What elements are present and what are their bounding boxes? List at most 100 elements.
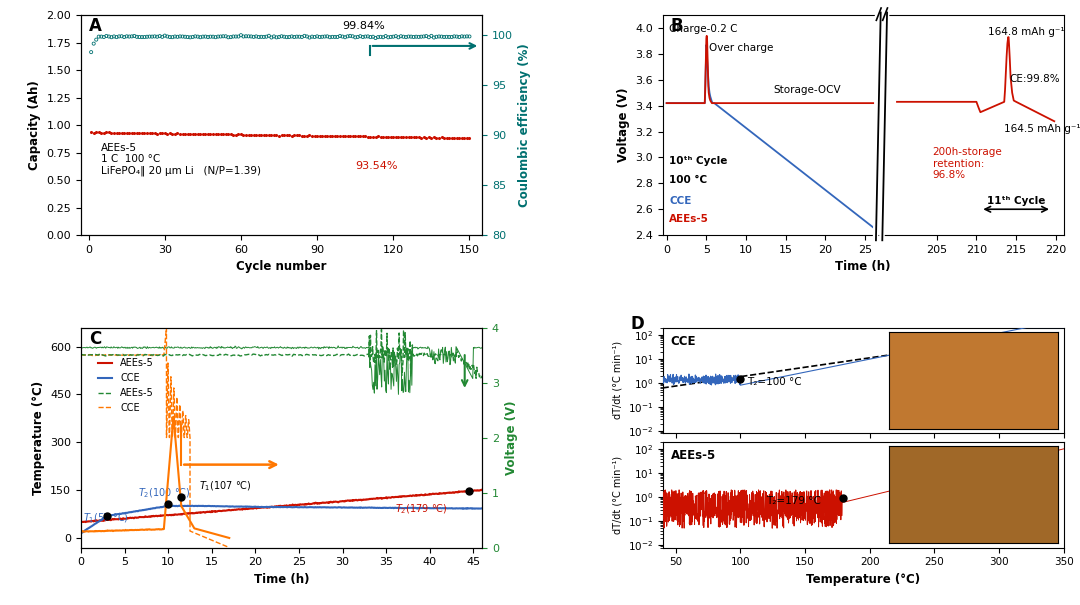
Point [288,131,306,140]
Point [347,33,364,42]
Point [85,128,103,137]
Point [95,128,112,137]
Y-axis label: Voltage (V): Voltage (V) [504,401,517,475]
Point [285,32,302,42]
Point [131,32,148,42]
Point [187,129,204,139]
Point [407,132,424,142]
Point [352,131,369,141]
Point [212,31,229,41]
Point [384,32,402,42]
Point [251,130,268,140]
Point [428,133,445,143]
Point [90,127,107,137]
Point [234,130,252,140]
Point [266,130,283,140]
Point [131,128,148,138]
Y-axis label: dT/dt (°C min⁻¹): dT/dt (°C min⁻¹) [612,341,622,419]
Point [100,128,118,137]
Point [210,31,227,41]
Point [433,132,450,142]
Point [144,32,161,42]
Point [187,31,204,41]
Point [450,32,468,42]
Point [405,132,422,142]
Point [247,129,265,139]
Point [133,32,150,42]
Point [395,132,413,142]
Point [291,32,308,42]
Point [275,131,293,140]
Point [311,131,328,140]
Point [364,32,381,42]
Point [232,30,249,40]
Point [441,32,458,42]
Point [82,128,99,137]
Point [316,31,334,41]
Y-axis label: Voltage (V): Voltage (V) [617,88,630,162]
Point [123,128,140,138]
Point [334,131,351,141]
Point [123,31,140,41]
Text: AEEs-5: AEEs-5 [671,449,716,462]
Point [238,31,255,41]
Text: T₂=100 °C: T₂=100 °C [746,377,801,387]
Point [283,31,300,41]
Point [159,129,176,139]
Point [164,32,181,42]
Point [108,32,125,42]
Point [377,132,394,142]
Point [426,132,443,142]
Point [215,31,232,41]
Point [397,32,415,42]
Point [136,32,153,42]
Point [301,33,319,42]
Point [319,131,336,141]
Text: 11ᵗʰ Cycle: 11ᵗʰ Cycle [987,196,1045,206]
Point [321,131,338,141]
Point [298,31,315,41]
Point [400,132,417,142]
Point [215,129,232,139]
Point [181,129,199,139]
Point [356,31,374,41]
Point [294,32,311,42]
Point [336,131,353,141]
Point [95,32,112,42]
Point [255,32,272,42]
Point [454,133,471,143]
Point [260,31,278,41]
Point [219,129,237,139]
Point [372,32,389,42]
Point [306,32,323,42]
Point [253,130,270,140]
Point [407,32,424,42]
Point [149,129,166,139]
Point [82,47,99,57]
X-axis label: Time (h): Time (h) [836,260,891,273]
Point [153,32,171,42]
Point [110,128,127,138]
Point [98,128,116,137]
Point [136,128,153,138]
Point [347,131,364,141]
Point [415,31,432,41]
Point [384,132,402,142]
Point [443,133,460,143]
Point [98,31,116,41]
Text: T₂=179 °C: T₂=179 °C [766,496,821,506]
Point [369,32,387,42]
Point [227,129,244,139]
Point [281,131,298,140]
Point [354,32,372,42]
Point [243,31,260,41]
Point [151,31,168,41]
Point [191,33,208,42]
Point [172,31,189,41]
Point [125,31,143,41]
Point [326,32,343,42]
Point [179,129,197,139]
Text: 93.54%: 93.54% [355,161,397,171]
Point [125,128,143,138]
Point [184,129,201,139]
